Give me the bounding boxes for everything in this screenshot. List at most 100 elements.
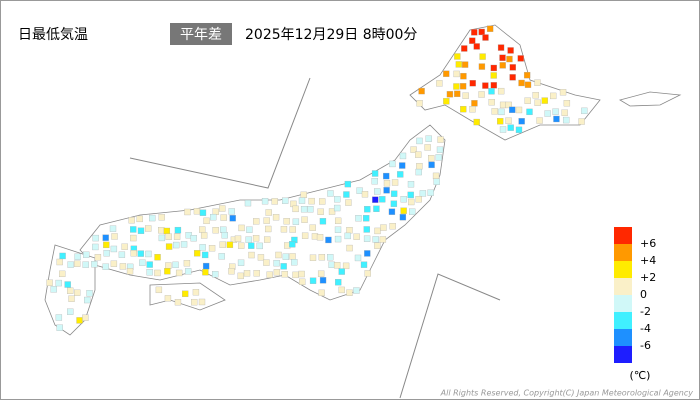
station-marker bbox=[490, 64, 497, 72]
station-marker bbox=[309, 277, 317, 284]
station-marker bbox=[559, 89, 567, 96]
station-marker bbox=[486, 25, 494, 32]
station-marker bbox=[136, 215, 143, 223]
station-marker bbox=[553, 115, 560, 123]
station-marker bbox=[524, 81, 532, 88]
station-marker bbox=[173, 233, 181, 240]
station-marker bbox=[212, 208, 219, 215]
station-marker bbox=[550, 92, 557, 100]
station-marker bbox=[383, 180, 391, 187]
legend-label: +6 bbox=[640, 237, 656, 250]
station-marker bbox=[280, 263, 287, 270]
station-marker bbox=[74, 289, 81, 296]
station-marker bbox=[435, 154, 442, 161]
station-marker bbox=[391, 179, 399, 186]
station-marker bbox=[338, 286, 345, 294]
station-marker bbox=[300, 191, 307, 199]
station-marker bbox=[128, 217, 135, 224]
station-marker bbox=[344, 232, 351, 240]
station-marker bbox=[192, 289, 200, 296]
legend-label: 0 bbox=[640, 288, 647, 301]
station-marker bbox=[482, 82, 489, 89]
station-marker bbox=[415, 151, 422, 158]
station-marker bbox=[299, 278, 306, 286]
station-marker bbox=[194, 250, 201, 257]
station-marker bbox=[154, 254, 161, 261]
station-marker bbox=[428, 161, 435, 169]
station-marker bbox=[275, 251, 282, 259]
station-marker bbox=[193, 208, 201, 215]
station-marker bbox=[109, 225, 117, 232]
station-marker bbox=[363, 215, 370, 222]
station-marker bbox=[190, 235, 197, 242]
station-marker bbox=[379, 196, 386, 203]
station-markers bbox=[46, 25, 588, 331]
station-marker bbox=[328, 208, 336, 215]
station-marker bbox=[226, 241, 234, 248]
station-marker bbox=[253, 218, 260, 225]
station-marker bbox=[165, 243, 173, 250]
legend-swatch bbox=[614, 244, 632, 261]
station-marker bbox=[110, 260, 118, 267]
station-marker bbox=[478, 91, 485, 98]
station-marker bbox=[282, 197, 289, 204]
station-marker bbox=[201, 251, 209, 259]
station-marker bbox=[118, 251, 126, 258]
station-marker bbox=[74, 260, 81, 267]
station-marker bbox=[518, 79, 525, 87]
station-marker bbox=[446, 91, 454, 98]
station-marker bbox=[517, 55, 524, 62]
station-marker bbox=[292, 205, 299, 213]
station-marker bbox=[261, 198, 269, 205]
station-marker bbox=[360, 261, 368, 268]
station-marker bbox=[319, 277, 327, 284]
station-marker bbox=[149, 214, 156, 222]
station-marker bbox=[200, 232, 208, 239]
copyright: All Rights Reserved, Copyright(C) Japan … bbox=[440, 389, 694, 398]
station-marker bbox=[507, 47, 514, 54]
station-marker bbox=[372, 196, 379, 203]
station-marker bbox=[400, 196, 407, 203]
station-marker bbox=[345, 199, 352, 206]
station-marker bbox=[534, 99, 541, 106]
station-marker bbox=[436, 80, 443, 87]
station-marker bbox=[343, 191, 350, 198]
station-marker bbox=[334, 196, 341, 203]
station-marker bbox=[252, 235, 260, 242]
station-marker bbox=[462, 92, 469, 99]
badge-bg bbox=[170, 23, 232, 45]
station-marker bbox=[139, 259, 146, 266]
station-marker bbox=[461, 61, 469, 68]
station-marker bbox=[82, 314, 89, 321]
station-marker bbox=[263, 236, 271, 243]
station-marker bbox=[319, 218, 327, 225]
station-marker bbox=[301, 216, 308, 223]
station-marker bbox=[318, 289, 325, 297]
station-marker bbox=[334, 217, 342, 225]
station-marker bbox=[390, 190, 398, 197]
station-marker bbox=[68, 295, 75, 302]
station-marker bbox=[497, 118, 504, 125]
station-marker bbox=[202, 262, 210, 270]
title: 日最低気温 bbox=[18, 27, 88, 43]
station-marker bbox=[83, 251, 90, 258]
legend-label: -6 bbox=[640, 339, 651, 352]
station-marker bbox=[363, 235, 371, 242]
station-marker bbox=[309, 254, 317, 261]
station-marker bbox=[119, 263, 127, 270]
station-marker bbox=[309, 224, 316, 231]
station-marker bbox=[563, 100, 571, 107]
legend-swatch bbox=[614, 295, 632, 312]
station-marker bbox=[289, 241, 296, 248]
station-marker bbox=[552, 108, 559, 115]
station-marker bbox=[399, 162, 406, 169]
station-marker bbox=[544, 110, 551, 117]
station-marker bbox=[380, 224, 387, 231]
legend-unit: (℃) bbox=[630, 369, 651, 382]
station-marker bbox=[199, 209, 207, 216]
station-marker bbox=[174, 226, 182, 234]
station-marker bbox=[509, 106, 516, 113]
station-marker bbox=[56, 258, 63, 266]
station-marker bbox=[536, 117, 543, 124]
station-marker bbox=[183, 260, 191, 267]
